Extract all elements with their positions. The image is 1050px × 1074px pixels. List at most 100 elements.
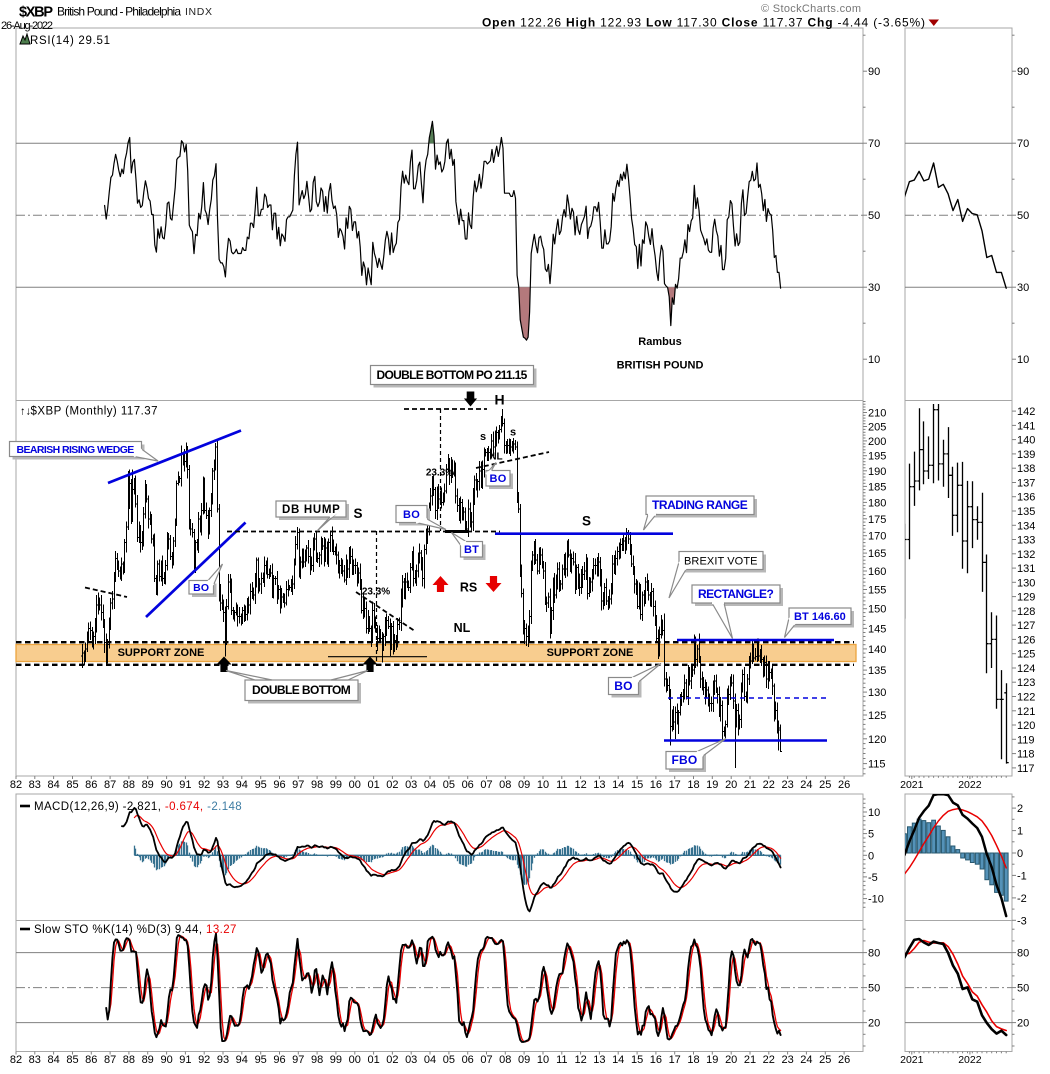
svg-text:128: 128 [1017, 606, 1035, 618]
svg-text:04: 04 [424, 1054, 436, 1066]
svg-text:92: 92 [198, 779, 210, 791]
svg-text:18: 18 [687, 1054, 699, 1066]
svg-text:05: 05 [443, 1054, 455, 1066]
svg-text:139: 139 [1017, 449, 1035, 461]
svg-text:BO: BO [490, 473, 507, 485]
svg-text:50: 50 [868, 210, 880, 222]
svg-text:89: 89 [142, 779, 154, 791]
svg-text:10: 10 [537, 1054, 549, 1066]
svg-text:16: 16 [650, 1054, 662, 1066]
svg-text:FBO: FBO [672, 753, 698, 767]
svg-text:195: 195 [868, 451, 886, 463]
svg-text:135: 135 [1017, 506, 1035, 518]
svg-text:09: 09 [518, 779, 530, 791]
svg-text:142: 142 [1017, 406, 1035, 418]
svg-text:93: 93 [217, 1054, 229, 1066]
svg-text:07: 07 [480, 1054, 492, 1066]
svg-text:Rambus: Rambus [638, 336, 681, 348]
svg-text:91: 91 [179, 1054, 191, 1066]
svg-text:2022: 2022 [958, 779, 982, 791]
svg-text:DB HUMP: DB HUMP [282, 504, 340, 516]
svg-text:129: 129 [1017, 592, 1035, 604]
svg-text:BO: BO [403, 509, 420, 521]
svg-text:25: 25 [819, 779, 831, 791]
svg-text:23.3%: 23.3% [426, 468, 454, 479]
svg-text:88: 88 [123, 779, 135, 791]
svg-text:BT 146.60: BT 146.60 [794, 611, 846, 623]
svg-text:NL: NL [454, 621, 471, 635]
svg-text:88: 88 [123, 1054, 135, 1066]
svg-text:10: 10 [537, 779, 549, 791]
svg-text:00: 00 [349, 1054, 361, 1066]
svg-text:131: 131 [1017, 563, 1035, 575]
svg-text:95: 95 [255, 1054, 267, 1066]
svg-text:175: 175 [868, 514, 886, 526]
svg-text:RSI(14) 29.51: RSI(14) 29.51 [30, 35, 110, 47]
svg-text:87: 87 [104, 779, 116, 791]
svg-text:132: 132 [1017, 549, 1035, 561]
svg-text:137: 137 [1017, 478, 1035, 490]
svg-text:2021: 2021 [900, 1054, 924, 1066]
svg-text:RECTANGLE?: RECTANGLE? [698, 587, 774, 601]
svg-text:150: 150 [868, 604, 886, 616]
svg-text:94: 94 [236, 779, 248, 791]
svg-text:10: 10 [868, 807, 880, 819]
svg-text:00: 00 [349, 779, 361, 791]
svg-text:50: 50 [1017, 983, 1029, 995]
svg-text:SUPPORT ZONE: SUPPORT ZONE [118, 647, 205, 659]
svg-text:80: 80 [1017, 948, 1029, 960]
svg-text:117: 117 [1017, 763, 1035, 775]
svg-text:80: 80 [868, 948, 880, 960]
svg-text:$XBP (Monthly) 117.37: $XBP (Monthly) 117.37 [31, 406, 158, 418]
svg-text:2022: 2022 [958, 1054, 982, 1066]
svg-text:13: 13 [593, 779, 605, 791]
svg-text:Open 122.26 High 122.93 Low 11: Open 122.26 High 122.93 Low 117.30 Close… [482, 16, 925, 30]
svg-text:24: 24 [800, 1054, 812, 1066]
svg-text:s: s [480, 431, 486, 443]
svg-text:22: 22 [763, 779, 775, 791]
svg-text:5: 5 [868, 829, 874, 841]
svg-text:123: 123 [1017, 677, 1035, 689]
svg-text:210: 210 [868, 408, 886, 420]
svg-text:133: 133 [1017, 535, 1035, 547]
svg-text:02: 02 [386, 779, 398, 791]
svg-text:24: 24 [800, 779, 812, 791]
svg-text:BO: BO [614, 679, 632, 693]
svg-text:01: 01 [367, 1054, 379, 1066]
svg-text:170: 170 [868, 531, 886, 543]
svg-text:Slow STO %K(14) %D(3) 9.44, 13: Slow STO %K(14) %D(3) 9.44, 13.27 [34, 924, 237, 936]
svg-text:12: 12 [574, 1054, 586, 1066]
svg-text:97: 97 [292, 779, 304, 791]
svg-text:S: S [353, 506, 362, 521]
svg-text:99: 99 [330, 779, 342, 791]
svg-text:140: 140 [868, 644, 886, 656]
svg-text:2021: 2021 [900, 779, 924, 791]
svg-text:23: 23 [781, 1054, 793, 1066]
svg-text:70: 70 [868, 138, 880, 150]
svg-text:96: 96 [273, 779, 285, 791]
svg-text:20: 20 [725, 1054, 737, 1066]
svg-text:$XBP: $XBP [19, 5, 53, 21]
svg-text:93: 93 [217, 779, 229, 791]
svg-text:15: 15 [631, 779, 643, 791]
svg-text:97: 97 [292, 1054, 304, 1066]
svg-text:120: 120 [868, 734, 886, 746]
svg-text:03: 03 [405, 1054, 417, 1066]
svg-text:-10: -10 [868, 894, 884, 906]
svg-text:05: 05 [443, 779, 455, 791]
svg-text:17: 17 [669, 1054, 681, 1066]
svg-text:15: 15 [631, 1054, 643, 1066]
svg-text:136: 136 [1017, 492, 1035, 504]
svg-text:SUPPORT ZONE: SUPPORT ZONE [547, 647, 634, 659]
svg-text:BREXIT VOTE: BREXIT VOTE [684, 556, 758, 568]
svg-text:96: 96 [273, 1054, 285, 1066]
svg-text:1: 1 [1017, 826, 1023, 838]
svg-text:92: 92 [198, 1054, 210, 1066]
svg-text:200: 200 [868, 436, 886, 448]
svg-text:84: 84 [47, 1054, 59, 1066]
svg-text:2: 2 [1017, 803, 1023, 815]
svg-text:134: 134 [1017, 520, 1035, 532]
svg-text:BT: BT [464, 544, 479, 556]
svg-text:BEARISH RISING WEDGE: BEARISH RISING WEDGE [17, 444, 135, 456]
svg-text:08: 08 [499, 1054, 511, 1066]
